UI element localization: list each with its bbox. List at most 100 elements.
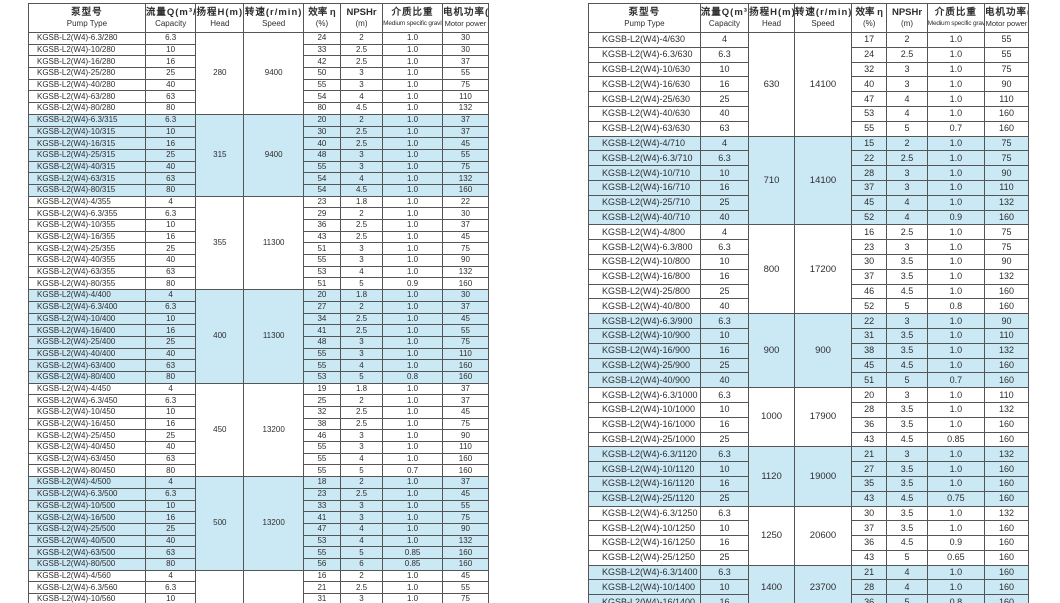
- capacity-cell: 10: [144, 219, 197, 232]
- power-cell: 55: [983, 32, 1030, 48]
- table-row: KGSB-L2(W4)-16/400 16 41 2.5 1.0 55: [28, 324, 490, 337]
- gravity-cell: 1.0: [926, 387, 985, 403]
- capacity-cell: 4: [144, 569, 197, 583]
- gravity-cell: 0.9: [926, 535, 985, 551]
- capacity-cell: 16: [144, 511, 197, 524]
- power-cell: 160: [983, 594, 1030, 603]
- table-row: KGSB-L2(W4)-80/400 80 53 5 0.8 160: [28, 370, 490, 384]
- table-row: KGSB-L2(W4)-6.3/500 6.3 23 2.5 1.0 45: [28, 487, 490, 501]
- power-cell: 30: [441, 43, 490, 57]
- gravity-cell: 1.0: [382, 113, 443, 127]
- column-header-zh: 效率 η: [855, 7, 883, 18]
- npshr-cell: 3.5: [886, 342, 928, 359]
- capacity-cell: 4: [699, 224, 750, 241]
- table-row: KGSB-L2(W4)-25/500 25 47 4 1.0 90: [28, 522, 490, 536]
- pump-type-cell: KGSB-L2(W4)-63/355: [28, 265, 146, 279]
- npshr-cell: 2: [339, 394, 384, 407]
- npshr-cell: 3: [886, 165, 928, 181]
- table-row: KGSB-L2(W4)-40/280 40 55 3 1.0 75: [28, 78, 490, 92]
- power-cell: 55: [983, 46, 1030, 63]
- efficiency-cell: 35: [851, 475, 888, 492]
- efficiency-cell: 27: [303, 300, 341, 314]
- efficiency-cell: 20: [303, 113, 341, 127]
- capacity-cell: 6.3: [144, 581, 197, 594]
- npshr-cell: 2: [339, 113, 384, 127]
- table-row: KGSB-L2(W4)-25/355 25 51 3 1.0 75: [28, 242, 490, 256]
- power-cell: 55: [441, 499, 490, 513]
- speed-cell: 13200: [243, 569, 305, 603]
- speed-cell: 20600: [793, 505, 853, 566]
- npshr-cell: 2.5: [339, 417, 384, 431]
- power-cell: 90: [983, 76, 1030, 93]
- efficiency-cell: 43: [851, 549, 888, 566]
- power-cell: 75: [441, 242, 490, 256]
- power-cell: 132: [983, 446, 1030, 463]
- capacity-cell: 63: [144, 452, 197, 466]
- capacity-cell: 40: [144, 78, 197, 92]
- power-cell: 75: [441, 78, 490, 92]
- efficiency-cell: 48: [303, 148, 341, 162]
- column-header-npshr: NPSHr (m): [339, 3, 384, 33]
- efficiency-cell: 36: [851, 535, 888, 551]
- column-header-zh: 介质比重: [934, 7, 977, 18]
- efficiency-cell: 25: [303, 394, 341, 407]
- gravity-cell: 1.0: [382, 78, 443, 92]
- npshr-cell: 3.5: [886, 253, 928, 270]
- pump-type-cell: KGSB-L2(W4)-80/400: [28, 370, 146, 384]
- gravity-cell: 0.9: [382, 277, 443, 291]
- efficiency-cell: 45: [851, 194, 888, 211]
- capacity-cell: 10: [144, 593, 197, 603]
- pump-type-cell: KGSB-L2(W4)-10/900: [588, 327, 701, 344]
- pump-type-cell: KGSB-L2(W4)-25/800: [588, 283, 701, 300]
- efficiency-cell: 54: [303, 172, 341, 185]
- pump-type-cell: KGSB-L2(W4)-25/710: [588, 194, 701, 211]
- capacity-cell: 25: [144, 148, 197, 162]
- gravity-cell: 1.0: [926, 401, 985, 418]
- npshr-cell: 3.5: [886, 475, 928, 492]
- speed-cell: 900: [793, 313, 853, 389]
- table-row: KGSB-L2(W4)-25/315 25 48 3 1.0 55: [28, 148, 490, 162]
- npshr-cell: 4.5: [886, 283, 928, 300]
- gravity-cell: 1.0: [926, 253, 985, 270]
- efficiency-cell: 47: [303, 522, 341, 536]
- column-header-zh: 泵型号: [71, 7, 103, 18]
- capacity-cell: 16: [699, 475, 750, 492]
- capacity-cell: 16: [144, 55, 197, 69]
- capacity-cell: 40: [699, 209, 750, 226]
- power-cell: 37: [441, 125, 490, 139]
- npshr-cell: 2.5: [339, 43, 384, 57]
- gravity-cell: 1.0: [382, 511, 443, 524]
- speed-cell: 11300: [243, 195, 305, 291]
- efficiency-cell: 52: [851, 298, 888, 315]
- efficiency-cell: 51: [851, 372, 888, 389]
- npshr-cell: 3: [339, 78, 384, 92]
- npshr-cell: 2.5: [339, 230, 384, 244]
- npshr-cell: 3.5: [886, 520, 928, 537]
- npshr-cell: 3.5: [886, 461, 928, 477]
- gravity-cell: 1.0: [382, 242, 443, 256]
- pump-type-cell: KGSB-L2(W4)-16/400: [28, 324, 146, 337]
- pump-type-cell: KGSB-L2(W4)-40/280: [28, 78, 146, 92]
- capacity-cell: 25: [699, 549, 750, 566]
- efficiency-cell: 53: [303, 370, 341, 384]
- pump-type-cell: KGSB-L2(W4)-63/500: [28, 546, 146, 559]
- capacity-cell: 40: [699, 105, 750, 122]
- npshr-cell: 3: [886, 239, 928, 255]
- power-cell: 90: [441, 429, 490, 443]
- pump-type-cell: KGSB-L2(W4)-25/1120: [588, 490, 701, 507]
- efficiency-cell: 55: [303, 359, 341, 372]
- gravity-cell: 1.0: [382, 382, 443, 396]
- power-cell: 110: [441, 441, 490, 454]
- efficiency-cell: 55: [303, 546, 341, 559]
- gravity-cell: 1.0: [382, 359, 443, 372]
- capacity-cell: 6.3: [699, 239, 750, 255]
- capacity-cell: 16: [699, 179, 750, 196]
- pump-type-cell: KGSB-L2(W4)-6.3/900: [588, 313, 701, 329]
- efficiency-cell: 42: [303, 55, 341, 69]
- npshr-cell: 3.5: [886, 416, 928, 433]
- power-cell: 75: [441, 511, 490, 524]
- npshr-cell: 3: [339, 593, 384, 603]
- power-cell: 160: [441, 546, 490, 559]
- pump-type-cell: KGSB-L2(W4)-10/800: [588, 253, 701, 270]
- column-header-type: 泵型号 Pump Type: [588, 3, 701, 33]
